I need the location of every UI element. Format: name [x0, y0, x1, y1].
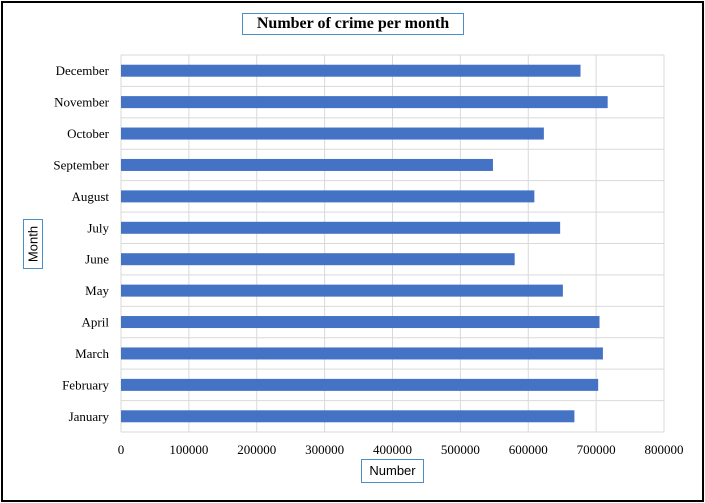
category-label-november: November	[54, 95, 110, 110]
chart-title: Number of crime per month	[242, 13, 464, 35]
y-axis-title: Month	[25, 225, 41, 263]
category-label-september: September	[53, 157, 109, 172]
bar-january	[121, 410, 575, 423]
x-tick-label: 400000	[373, 442, 412, 457]
bar-october	[121, 127, 544, 140]
x-tick-label: 500000	[441, 442, 480, 457]
x-tick-label: 600000	[509, 442, 548, 457]
category-label-may: May	[85, 283, 109, 298]
x-tick-label: 100000	[169, 442, 208, 457]
category-label-april: April	[82, 315, 110, 330]
category-label-december: December	[56, 63, 110, 78]
x-tick-label: 200000	[237, 442, 276, 457]
x-tick-label: 800000	[645, 442, 684, 457]
y-axis-title-box: Month	[23, 219, 43, 269]
x-axis-title: Number	[361, 459, 424, 483]
bar-february	[121, 378, 599, 391]
bar-december	[121, 64, 581, 77]
category-label-august: August	[71, 189, 109, 204]
category-label-january: January	[69, 409, 110, 424]
category-labels: January February March April May June July Augu…	[53, 63, 109, 424]
x-tick-label: 700000	[577, 442, 616, 457]
bar-march	[121, 347, 603, 360]
bar-june	[121, 253, 515, 266]
category-label-february: February	[62, 377, 109, 392]
bar-september	[121, 158, 493, 171]
category-label-july: July	[87, 220, 109, 235]
x-tick-label: 300000	[305, 442, 344, 457]
bar-july	[121, 221, 561, 234]
bar-august	[121, 190, 535, 203]
category-label-june: June	[85, 252, 109, 267]
bar-november	[121, 96, 608, 109]
category-label-march: March	[75, 346, 109, 361]
category-label-october: October	[67, 126, 110, 141]
bars	[121, 64, 608, 423]
gridlines	[120, 54, 665, 433]
bar-may	[121, 284, 563, 297]
bar-april	[121, 316, 600, 329]
x-tick-labels: 0 100000 200000 300000 400000 500000 600000 700…	[118, 442, 684, 457]
x-tick-label: 0	[118, 442, 125, 457]
